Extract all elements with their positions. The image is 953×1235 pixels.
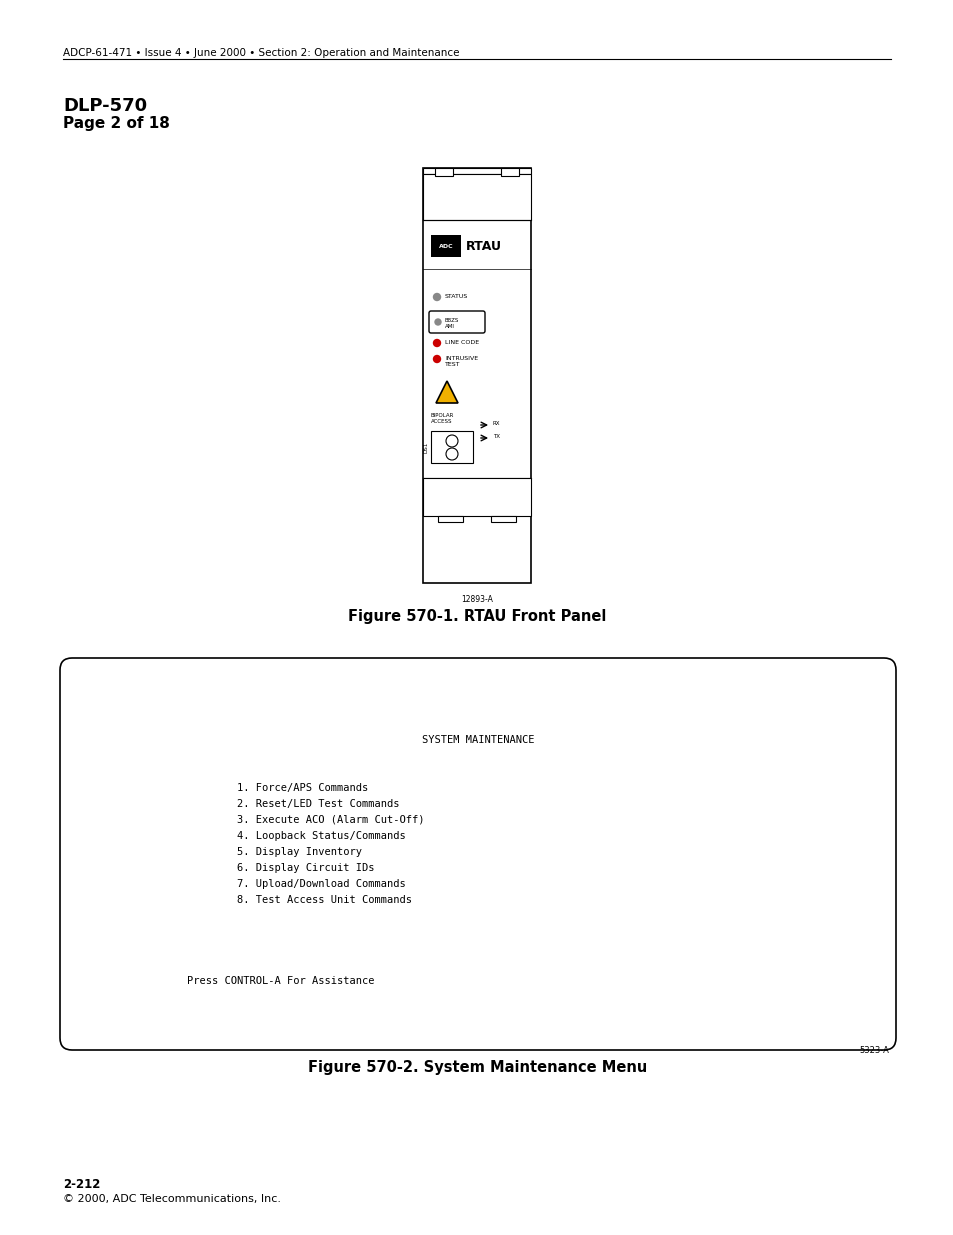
FancyBboxPatch shape (60, 658, 895, 1050)
Text: ADCP-61-471 • Issue 4 • June 2000 • Section 2: Operation and Maintenance: ADCP-61-471 • Issue 4 • June 2000 • Sect… (63, 48, 459, 58)
Text: 3. Execute ACO (Alarm Cut-Off): 3. Execute ACO (Alarm Cut-Off) (236, 815, 424, 825)
Text: LINE CODE: LINE CODE (444, 340, 478, 345)
Text: 2-212: 2-212 (63, 1178, 100, 1191)
Bar (422, 174, 531, 220)
Circle shape (433, 356, 440, 363)
Text: Figure 570-1. RTAU Front Panel: Figure 570-1. RTAU Front Panel (348, 609, 605, 624)
Circle shape (446, 435, 457, 447)
Text: © 2000, ADC Telecommunications, Inc.: © 2000, ADC Telecommunications, Inc. (63, 1194, 281, 1204)
Text: 5323-A: 5323-A (859, 1046, 888, 1055)
Text: SYSTEM MAINTENANCE: SYSTEM MAINTENANCE (421, 735, 534, 745)
Text: 12893-A: 12893-A (460, 595, 493, 604)
Circle shape (446, 448, 457, 459)
Bar (431, 235, 460, 257)
Bar (422, 478, 531, 516)
Circle shape (433, 294, 440, 300)
FancyBboxPatch shape (429, 311, 484, 333)
Text: 2. Reset/LED Test Commands: 2. Reset/LED Test Commands (236, 799, 399, 809)
Text: 7. Upload/Download Commands: 7. Upload/Download Commands (236, 879, 405, 889)
Text: 6. Display Circuit IDs: 6. Display Circuit IDs (236, 863, 375, 873)
Circle shape (435, 319, 440, 325)
Text: B8ZS
AMI: B8ZS AMI (444, 317, 459, 330)
Text: Press CONTROL-A For Assistance: Press CONTROL-A For Assistance (187, 976, 375, 986)
Bar (435, 168, 453, 177)
Text: BIPOLAR
ACCESS: BIPOLAR ACCESS (431, 412, 454, 424)
Text: DS1: DS1 (423, 441, 429, 452)
Text: INTRUSIVE
TEST: INTRUSIVE TEST (444, 356, 477, 367)
Bar (431, 431, 473, 463)
Bar (437, 516, 462, 522)
Text: Figure 570-2. System Maintenance Menu: Figure 570-2. System Maintenance Menu (308, 1060, 647, 1074)
Bar (422, 168, 531, 174)
Text: STATUS: STATUS (444, 294, 468, 299)
Circle shape (433, 340, 440, 347)
Bar (422, 168, 531, 583)
Text: 4. Loopback Status/Commands: 4. Loopback Status/Commands (236, 831, 405, 841)
Text: 1. Force/APS Commands: 1. Force/APS Commands (236, 783, 368, 793)
Bar (491, 516, 516, 522)
Text: 8. Test Access Unit Commands: 8. Test Access Unit Commands (236, 895, 412, 905)
Text: RTAU: RTAU (465, 240, 501, 252)
Polygon shape (436, 382, 457, 403)
Text: RX: RX (493, 421, 500, 426)
Bar (500, 168, 518, 177)
Text: ADC: ADC (438, 243, 453, 248)
Text: Page 2 of 18: Page 2 of 18 (63, 116, 170, 131)
Text: TX: TX (493, 433, 499, 438)
Text: 5. Display Inventory: 5. Display Inventory (236, 847, 361, 857)
Text: DLP-570: DLP-570 (63, 98, 147, 115)
